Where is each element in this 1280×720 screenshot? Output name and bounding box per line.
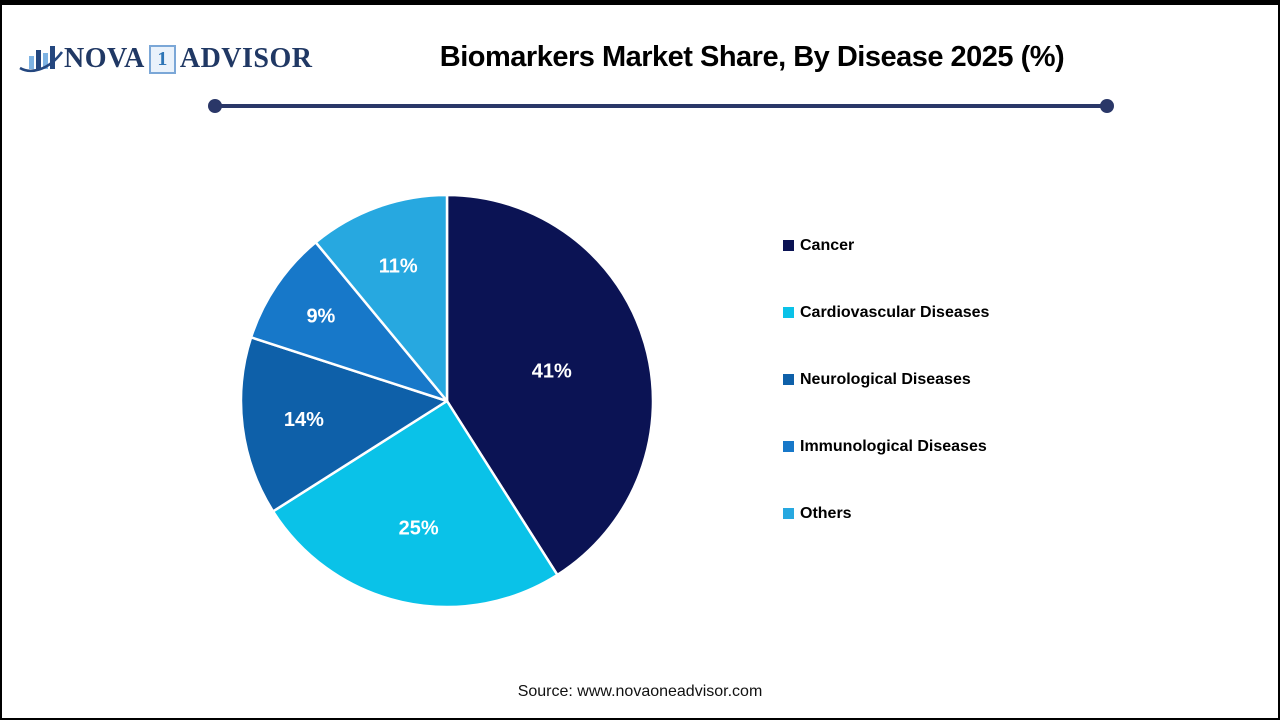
- legend-item-cancer: Cancer: [783, 236, 989, 255]
- legend-item-cardiovascular-diseases: Cardiovascular Diseases: [783, 303, 989, 322]
- logo-text-nova: NOVA: [64, 43, 145, 74]
- legend-swatch-cancer: [783, 240, 794, 251]
- divider-left-dot: [208, 99, 222, 113]
- legend-label: Others: [800, 504, 852, 522]
- logo-one-badge: 1: [148, 44, 176, 74]
- pie-slice-label: 11%: [379, 255, 418, 277]
- legend-label: Immunological Diseases: [800, 437, 987, 455]
- legend-label: Cardiovascular Diseases: [800, 303, 990, 321]
- logo-text-advisor: ADVISOR: [179, 43, 313, 74]
- legend-swatch-others: [783, 508, 794, 519]
- legend: Cancer Cardiovascular Diseases Neurologi…: [783, 236, 989, 571]
- title-divider-line: [208, 99, 1114, 113]
- pie-slice-cardiovascular-diseases: [271, 399, 559, 609]
- pie-slice-neurological-diseases: [239, 336, 449, 513]
- legend-item-others: Others: [783, 504, 989, 523]
- legend-swatch-cardiovascular-diseases: [783, 307, 794, 318]
- pie-slice-label: 25%: [399, 518, 439, 540]
- logo-bar-chart-swoosh-icon: [19, 46, 64, 73]
- pie-slice-label: 14%: [284, 409, 324, 431]
- source-text: Source: www.novaoneadvisor.com: [517, 683, 763, 700]
- pie-chart: 41% 25% 14% 9% 11%: [239, 193, 655, 609]
- pie-slice-label: 9%: [306, 305, 335, 327]
- legend-item-neurological-diseases: Neurological Diseases: [783, 370, 989, 389]
- pie-slice-immunological-diseases: [249, 241, 449, 403]
- legend-item-immunological-diseases: Immunological Diseases: [783, 437, 989, 456]
- legend-label: Neurological Diseases: [800, 370, 971, 388]
- pie-slice-others: [314, 193, 449, 403]
- pie-slice-label: 41%: [532, 361, 572, 383]
- logo: NOVA 1 ADVISOR: [18, 39, 312, 79]
- legend-swatch-immunological-diseases: [783, 441, 794, 452]
- legend-swatch-neurological-diseases: [783, 374, 794, 385]
- legend-label: Cancer: [800, 236, 855, 254]
- chart-title: Biomarkers Market Share, By Disease 2025…: [439, 41, 1065, 73]
- divider-right-dot: [1100, 99, 1114, 113]
